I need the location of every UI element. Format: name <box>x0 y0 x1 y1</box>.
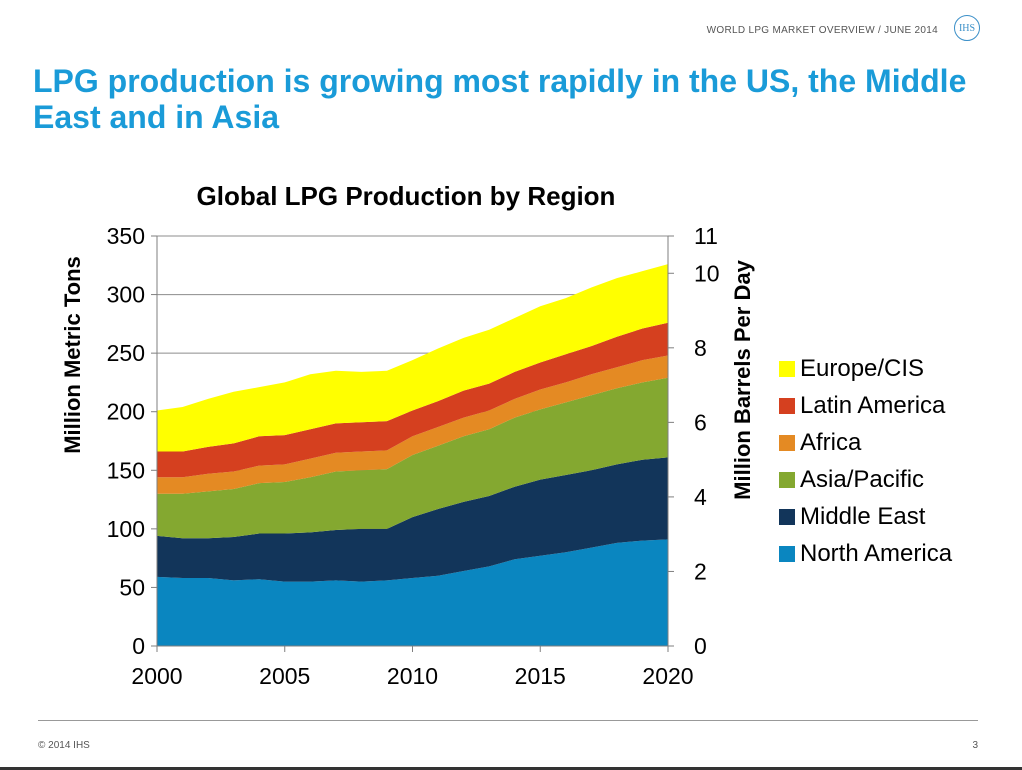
legend-label: Africa <box>800 428 862 456</box>
area-latin-america <box>157 322 668 478</box>
legend-swatch <box>779 545 795 562</box>
y2-tick-label: 10 <box>694 260 720 286</box>
report-header: WORLD LPG MARKET OVERVIEW / JUNE 2014 <box>706 25 938 36</box>
slide-title: LPG production is growing most rapidly i… <box>33 63 967 135</box>
y2-tick-label: 11 <box>694 223 718 249</box>
legend-item: Africa <box>779 424 952 461</box>
legend-swatch <box>779 471 795 488</box>
x-tick-label: 2020 <box>642 663 693 689</box>
legend-label: Middle East <box>800 502 926 530</box>
y2-tick-label: 8 <box>694 335 707 361</box>
y-tick-label: 250 <box>107 340 145 366</box>
legend-item: North America <box>779 535 952 572</box>
y-tick-label: 150 <box>107 457 145 483</box>
y-tick-label: 350 <box>107 223 145 249</box>
x-tick-label: 2010 <box>387 663 438 689</box>
legend-label: Asia/Pacific <box>800 465 925 493</box>
legend-label: Europe/CIS <box>800 354 925 382</box>
area-middle-east <box>157 457 668 582</box>
legend-item: Middle East <box>779 498 952 535</box>
y-tick-label: 200 <box>107 399 145 425</box>
y2-tick-label: 4 <box>694 484 707 510</box>
y2-tick-label: 6 <box>694 409 707 435</box>
y-tick-label: 50 <box>119 574 145 600</box>
legend-label: North America <box>800 539 953 567</box>
chart-legend: Europe/CIS Latin America Africa Asia/Pacifi… <box>779 350 952 572</box>
y2-axis-label: Million Barrels Per Day <box>730 259 755 499</box>
area-africa <box>157 355 668 494</box>
area-europe-cis <box>157 264 668 452</box>
x-tick-label: 2005 <box>259 663 310 689</box>
ihs-logo: IHS <box>954 15 980 41</box>
legend-swatch <box>779 434 795 451</box>
chart-title: Global LPG Production by Region <box>197 181 616 211</box>
legend-label: Latin America <box>800 391 946 419</box>
legend-item: Latin America <box>779 387 952 424</box>
y2-tick-label: 2 <box>694 558 707 584</box>
x-tick-label: 2000 <box>131 663 182 689</box>
bottom-border <box>0 767 1022 770</box>
legend-swatch <box>779 397 795 414</box>
y-tick-label: 300 <box>107 282 145 308</box>
area-asia-pacific <box>157 377 668 539</box>
footer-divider <box>38 720 978 721</box>
legend-swatch <box>779 508 795 525</box>
legend-item: Europe/CIS <box>779 350 952 387</box>
y2-tick-label: 0 <box>694 633 707 659</box>
y-tick-label: 0 <box>132 633 145 659</box>
y-tick-label: 100 <box>107 516 145 542</box>
area-north-america <box>157 539 668 646</box>
legend-swatch <box>779 360 795 377</box>
legend-item: Asia/Pacific <box>779 461 952 498</box>
copyright: © 2014 IHS <box>38 740 90 751</box>
y-axis-label: Million Metric Tons <box>60 256 85 454</box>
x-tick-label: 2015 <box>515 663 566 689</box>
page-number: 3 <box>972 740 978 751</box>
